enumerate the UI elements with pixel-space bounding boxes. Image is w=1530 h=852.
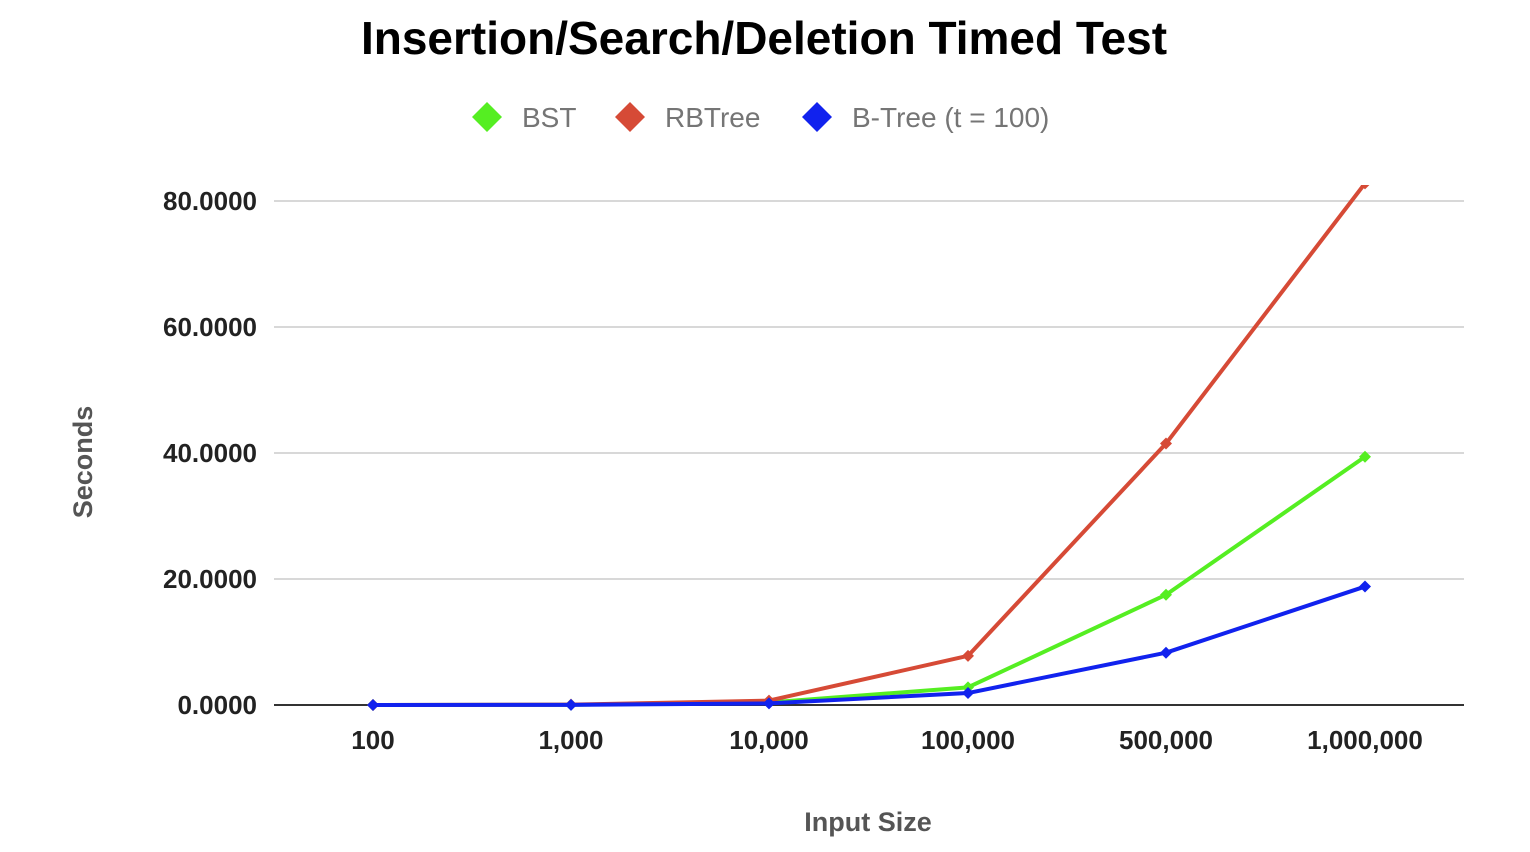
- y-axis-title: Seconds: [68, 406, 98, 519]
- gridlines: [274, 200, 1464, 706]
- data-point: [1359, 580, 1371, 593]
- series-line-rbtree: [371, 185, 1367, 707]
- y-tick-label: 20.0000: [163, 564, 257, 594]
- legend-label: RBTree: [665, 102, 760, 133]
- legend-item-rbtree: RBTree: [615, 102, 760, 133]
- x-tick-label: 100,000: [921, 725, 1015, 755]
- legend-label: B-Tree (t = 100): [852, 102, 1049, 133]
- y-tick-label: 0.0000: [177, 690, 257, 720]
- data-point: [1160, 437, 1172, 450]
- series-line-b-tree-t-100: [371, 584, 1367, 707]
- x-tick-label: 100: [351, 725, 394, 755]
- x-tick-label: 1,000,000: [1307, 725, 1423, 755]
- data-point: [1359, 450, 1371, 463]
- data-point: [367, 699, 379, 711]
- data-point: [1160, 646, 1172, 659]
- series-rbtree: [367, 185, 1370, 711]
- y-tick-label: 80.0000: [163, 186, 257, 216]
- legend-item-bst: BST: [472, 102, 576, 133]
- y-axis-ticks: 0.0000 20.0000 40.0000 60.0000 80.0000: [163, 186, 257, 720]
- y-tick-label: 60.0000: [163, 312, 257, 342]
- series-bst: [367, 450, 1371, 711]
- series-group: [367, 185, 1371, 711]
- data-point: [565, 698, 577, 711]
- data-point: [962, 687, 974, 700]
- x-axis-ticks: 100 1,000 10,000 100,000 500,000 1,000,000: [351, 725, 1423, 755]
- legend: BST RBTree B-Tree (t = 100): [472, 102, 1049, 133]
- chart-title: Insertion/Search/Deletion Timed Test: [361, 12, 1167, 64]
- x-tick-label: 500,000: [1119, 725, 1213, 755]
- data-point: [962, 649, 974, 662]
- data-point: [1160, 588, 1172, 601]
- legend-label: BST: [522, 102, 576, 133]
- series-line-bst: [371, 454, 1367, 707]
- legend-marker: [472, 102, 502, 132]
- x-axis-title: Input Size: [804, 807, 932, 837]
- legend-item-b-tree-t-100: B-Tree (t = 100): [802, 102, 1049, 133]
- x-tick-label: 10,000: [729, 725, 809, 755]
- series-b-tree-t-100: [367, 580, 1371, 711]
- data-point: [1360, 185, 1370, 190]
- y-tick-label: 40.0000: [163, 438, 257, 468]
- x-tick-label: 1,000: [538, 725, 603, 755]
- data-point: [763, 697, 775, 710]
- legend-marker: [802, 102, 832, 132]
- legend-marker: [615, 102, 645, 132]
